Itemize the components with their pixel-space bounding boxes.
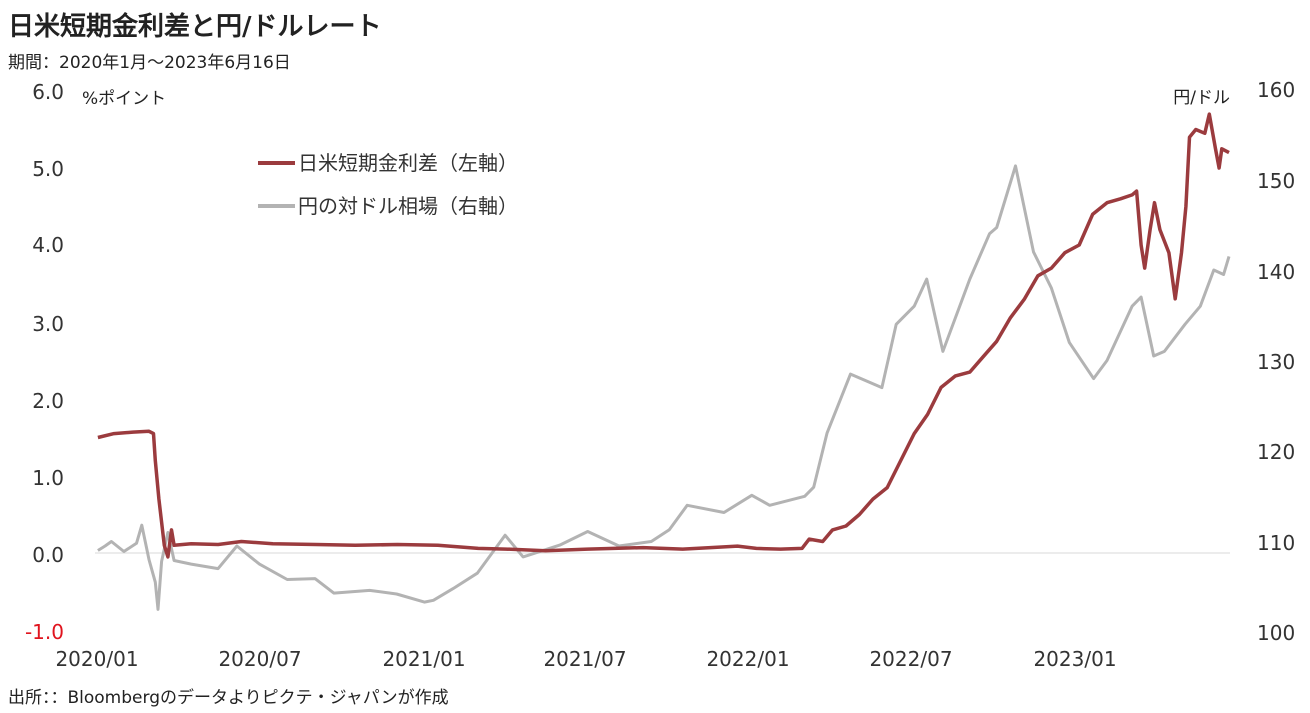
left-axis-ticks: 6.0 5.0 4.0 3.0 2.0 1.0 0.0 -1.0 bbox=[25, 80, 64, 644]
x-tick: 2020/07 bbox=[218, 647, 301, 671]
left-tick-negative: -1.0 bbox=[25, 620, 64, 644]
right-tick: 120 bbox=[1257, 440, 1295, 464]
left-tick: 5.0 bbox=[32, 157, 64, 181]
x-tick: 2022/01 bbox=[706, 647, 789, 671]
x-tick: 2023/01 bbox=[1033, 647, 1116, 671]
legend-label-yen: 円の対ドル相場（右軸） bbox=[298, 194, 518, 218]
left-tick: 1.0 bbox=[32, 466, 64, 490]
right-tick: 100 bbox=[1257, 621, 1295, 645]
source-note: 出所：：Bloombergのデータよりピクテ・ジャパンが作成 bbox=[8, 688, 449, 708]
chart-title: 日米短期金利差と円/ドルレート bbox=[8, 12, 382, 42]
x-tick: 2022/07 bbox=[869, 647, 952, 671]
legend: 日米短期金利差（左軸） 円の対ドル相場（右軸） bbox=[258, 151, 518, 218]
left-tick: 4.0 bbox=[32, 233, 64, 257]
left-tick: 3.0 bbox=[32, 312, 64, 336]
left-tick: 2.0 bbox=[32, 389, 64, 413]
left-axis-unit: %ポイント bbox=[82, 89, 166, 109]
series-line-rate-spread bbox=[97, 112, 1230, 559]
left-tick: 6.0 bbox=[32, 80, 64, 104]
right-tick: 110 bbox=[1257, 531, 1295, 555]
left-tick: 0.0 bbox=[32, 543, 64, 567]
right-tick: 160 bbox=[1257, 78, 1295, 102]
x-axis-ticks: 2020/01 2020/07 2021/01 2021/07 2022/01 … bbox=[55, 647, 1116, 671]
right-axis-unit: 円/ドル bbox=[1173, 88, 1230, 108]
x-tick: 2021/07 bbox=[543, 647, 626, 671]
right-tick: 140 bbox=[1257, 260, 1295, 284]
right-tick: 130 bbox=[1257, 350, 1295, 374]
x-tick: 2020/01 bbox=[55, 647, 138, 671]
right-axis-ticks: 160 150 140 130 120 110 100 bbox=[1257, 78, 1295, 645]
chart-subtitle: 期間：2020年1月～2023年6月16日 bbox=[8, 53, 291, 73]
right-tick: 150 bbox=[1257, 169, 1295, 193]
legend-label-spread: 日米短期金利差（左軸） bbox=[298, 151, 518, 175]
x-tick: 2021/01 bbox=[382, 647, 465, 671]
